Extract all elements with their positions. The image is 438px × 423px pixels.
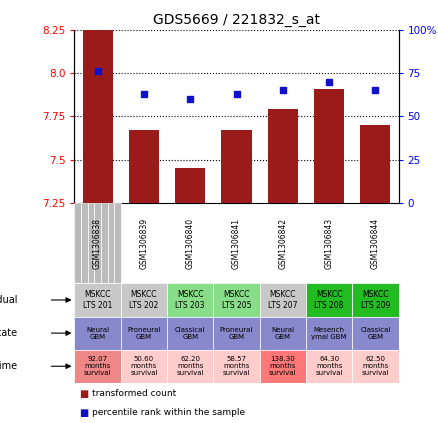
Bar	[82, 30, 113, 203]
Bar	[121, 283, 167, 316]
Text: MSKCC
LTS 209: MSKCC LTS 209	[360, 290, 390, 310]
Bar	[213, 316, 260, 350]
Point	[141, 91, 148, 97]
Bar	[213, 350, 260, 383]
Bar	[352, 350, 399, 383]
Point	[279, 87, 286, 94]
Text: Proneural
GBM: Proneural GBM	[220, 327, 253, 340]
Bar	[121, 350, 167, 383]
Bar	[260, 350, 306, 383]
Text: time: time	[0, 361, 18, 371]
Text: 92.07
months
survival: 92.07 months survival	[84, 356, 111, 376]
Bar	[352, 283, 399, 316]
Text: MSKCC
LTS 208: MSKCC LTS 208	[314, 290, 344, 310]
Bar	[306, 350, 352, 383]
Text: GSM1306841: GSM1306841	[232, 218, 241, 269]
Bar	[306, 316, 352, 350]
Point	[94, 68, 101, 74]
Text: 62.50
months
survival: 62.50 months survival	[362, 356, 389, 376]
Text: 50.60
months
survival: 50.60 months survival	[130, 356, 158, 376]
Point	[187, 96, 194, 102]
Point	[325, 78, 332, 85]
Text: GSM1306840: GSM1306840	[186, 218, 195, 269]
Bar	[74, 203, 81, 283]
Bar	[74, 283, 121, 316]
Text: MSKCC
LTS 203: MSKCC LTS 203	[176, 290, 205, 310]
Text: percentile rank within the sample: percentile rank within the sample	[92, 408, 245, 417]
Text: 138.30
months
survival: 138.30 months survival	[269, 356, 297, 376]
Text: ■: ■	[79, 408, 88, 418]
Text: MSKCC
LTS 205: MSKCC LTS 205	[222, 290, 251, 310]
Bar	[260, 283, 306, 316]
Text: individual: individual	[0, 295, 18, 305]
Bar	[167, 283, 213, 316]
Point	[372, 87, 379, 94]
Bar	[114, 203, 121, 283]
Text: 58.57
months
survival: 58.57 months survival	[223, 356, 250, 376]
Text: Mesench
ymal GBM: Mesench ymal GBM	[311, 327, 347, 340]
Text: ■: ■	[79, 389, 88, 399]
Text: GSM1306843: GSM1306843	[325, 218, 334, 269]
Bar	[352, 316, 399, 350]
Text: 62.20
months
survival: 62.20 months survival	[177, 356, 204, 376]
Text: MSKCC
LTS 201: MSKCC LTS 201	[83, 290, 112, 310]
Bar	[213, 283, 260, 316]
Bar	[81, 203, 88, 283]
Bar	[268, 110, 298, 203]
Text: Classical
GBM: Classical GBM	[360, 327, 391, 340]
Bar	[360, 125, 391, 203]
Bar	[88, 203, 94, 283]
Text: Classical
GBM: Classical GBM	[175, 327, 205, 340]
Bar	[121, 316, 167, 350]
Bar	[175, 168, 205, 203]
Text: GSM1306842: GSM1306842	[278, 218, 287, 269]
Text: Neural
GBM: Neural GBM	[86, 327, 109, 340]
Text: GSM1306844: GSM1306844	[371, 218, 380, 269]
Bar	[306, 283, 352, 316]
Bar	[314, 88, 344, 203]
Text: GSM1306839: GSM1306839	[139, 218, 148, 269]
Text: disease state: disease state	[0, 328, 18, 338]
Text: 64.30
months
survival: 64.30 months survival	[315, 356, 343, 376]
Bar	[222, 130, 251, 203]
Bar	[74, 350, 121, 383]
Bar	[129, 130, 159, 203]
Title: GDS5669 / 221832_s_at: GDS5669 / 221832_s_at	[153, 13, 320, 27]
Text: MSKCC
LTS 202: MSKCC LTS 202	[129, 290, 159, 310]
Bar	[74, 316, 121, 350]
Text: Neural
GBM: Neural GBM	[271, 327, 294, 340]
Bar	[167, 316, 213, 350]
Text: transformed count: transformed count	[92, 389, 176, 398]
Bar	[94, 203, 101, 283]
Bar	[260, 316, 306, 350]
Text: Proneural
GBM: Proneural GBM	[127, 327, 161, 340]
Point	[233, 91, 240, 97]
Bar	[101, 203, 108, 283]
Text: GSM1306838: GSM1306838	[93, 218, 102, 269]
Bar	[108, 203, 114, 283]
Bar	[167, 350, 213, 383]
Text: MSKCC
LTS 207: MSKCC LTS 207	[268, 290, 297, 310]
